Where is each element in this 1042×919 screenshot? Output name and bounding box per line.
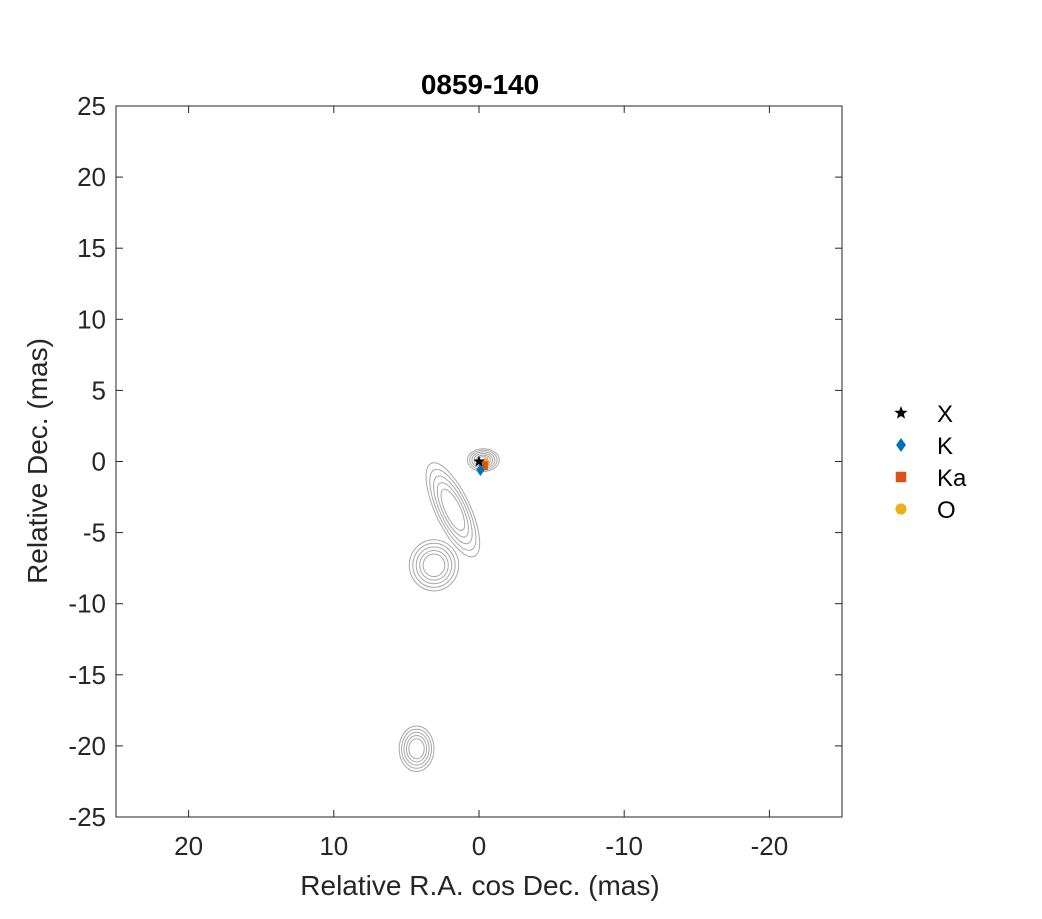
legend-marker-ka xyxy=(895,471,907,483)
contour-level xyxy=(429,468,477,551)
x-tick-label: -10 xyxy=(605,831,643,861)
legend-item-x: X xyxy=(894,401,953,428)
legend-item-ka: Ka xyxy=(895,465,967,492)
y-tick-label: -5 xyxy=(83,518,106,548)
y-tick-label: 25 xyxy=(77,91,106,121)
y-tick-label: -10 xyxy=(68,589,106,619)
legend-marker-x xyxy=(894,406,908,419)
tick-layer xyxy=(116,105,842,818)
y-tick-label: 5 xyxy=(92,375,106,405)
legend-item-k: K xyxy=(896,433,953,460)
contour-level xyxy=(425,462,481,558)
y-tick-label: 10 xyxy=(77,304,106,334)
y-tick-label: 15 xyxy=(77,233,106,263)
y-tick-labels: 25 20 15 10 5 0 -5 -10 -15 -20 -25 xyxy=(68,91,106,832)
x-tick-label: -20 xyxy=(751,831,789,861)
legend-marker-k xyxy=(896,438,906,452)
legend-item-o: O xyxy=(895,497,956,524)
contour-level xyxy=(436,482,469,538)
legend-label: O xyxy=(937,497,956,524)
legend-label: X xyxy=(937,401,953,428)
contour-level xyxy=(405,735,428,763)
data-point-k xyxy=(476,464,485,477)
x-tick-label: 10 xyxy=(319,831,348,861)
y-axis-label: Relative Dec. (mas) xyxy=(22,338,53,584)
contour-level xyxy=(419,549,449,581)
contour-level xyxy=(408,738,425,760)
contour-level xyxy=(440,488,466,532)
y-tick-label: -25 xyxy=(68,802,106,832)
data-point-x xyxy=(473,455,485,467)
contour-level xyxy=(408,539,460,592)
y-tick-label: -15 xyxy=(68,660,106,690)
chart-title: 0859-140 xyxy=(421,69,539,100)
legend-label: Ka xyxy=(937,465,967,492)
plot-area xyxy=(115,105,843,818)
contour-level xyxy=(422,553,446,578)
x-tick-labels: 20 10 0 -10 -20 xyxy=(174,831,788,861)
x-axis-label: Relative R.A. cos Dec. (mas) xyxy=(300,870,659,901)
legend-marker-o xyxy=(895,503,907,515)
x-tick-label: 20 xyxy=(174,831,203,861)
data-point-ka xyxy=(478,461,488,471)
x-tick-label: 0 xyxy=(472,831,486,861)
contour-level xyxy=(433,475,473,545)
contour-level xyxy=(403,731,430,766)
contour-level xyxy=(415,546,453,585)
legend: XK Ka O xyxy=(894,401,967,524)
legend-label: K xyxy=(937,433,953,460)
y-tick-label: -20 xyxy=(68,731,106,761)
contour-level xyxy=(398,725,435,772)
contour-level xyxy=(412,542,456,588)
y-tick-label: 0 xyxy=(92,447,106,477)
marker-layer xyxy=(473,455,490,477)
y-tick-label: 20 xyxy=(77,162,106,192)
contour-level xyxy=(401,728,433,769)
